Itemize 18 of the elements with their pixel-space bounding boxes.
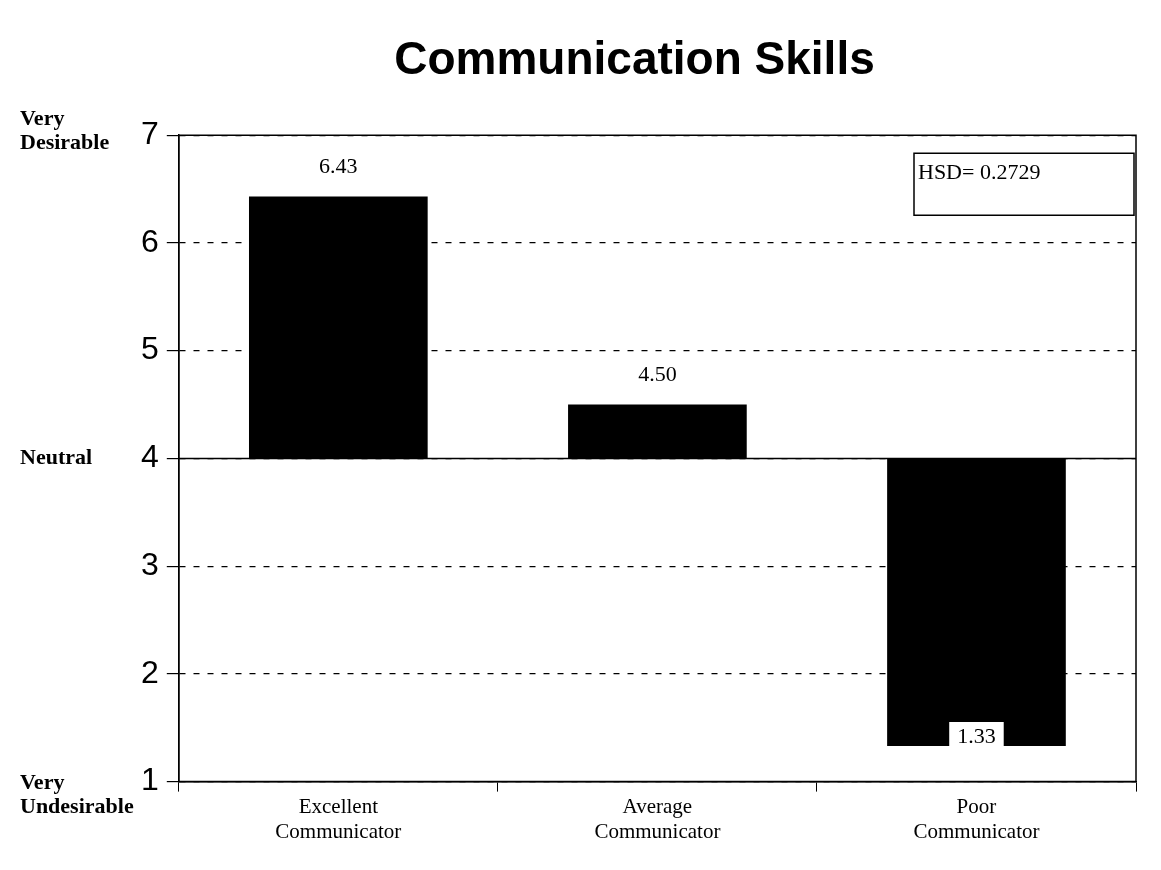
- y-tick-label: 6: [141, 222, 159, 259]
- y-tick-label: 2: [141, 653, 159, 690]
- y-tick-label: 3: [141, 545, 159, 582]
- y-tick-label: 4: [141, 438, 159, 475]
- ref-line-label: Neutral: [20, 444, 93, 470]
- chart-title: Communication Skills: [394, 32, 875, 85]
- y-tick-label: 5: [141, 330, 159, 367]
- y-tick-label: 1: [141, 761, 159, 798]
- y-tick-label: 7: [141, 115, 159, 152]
- data-label: 6.43: [319, 153, 358, 179]
- x-tick-label: Excellent Communicator: [275, 793, 402, 843]
- x-tick-label: Poor Communicator: [913, 793, 1040, 843]
- annotation: HSD= 0.2729: [918, 158, 1041, 184]
- text: Very Desirable: [20, 104, 110, 154]
- x-tick-label: Average Communicator: [594, 793, 721, 843]
- text: Very Undesirable: [20, 769, 134, 819]
- data-label: 1.33: [957, 722, 996, 748]
- data-label: 4.50: [638, 361, 677, 387]
